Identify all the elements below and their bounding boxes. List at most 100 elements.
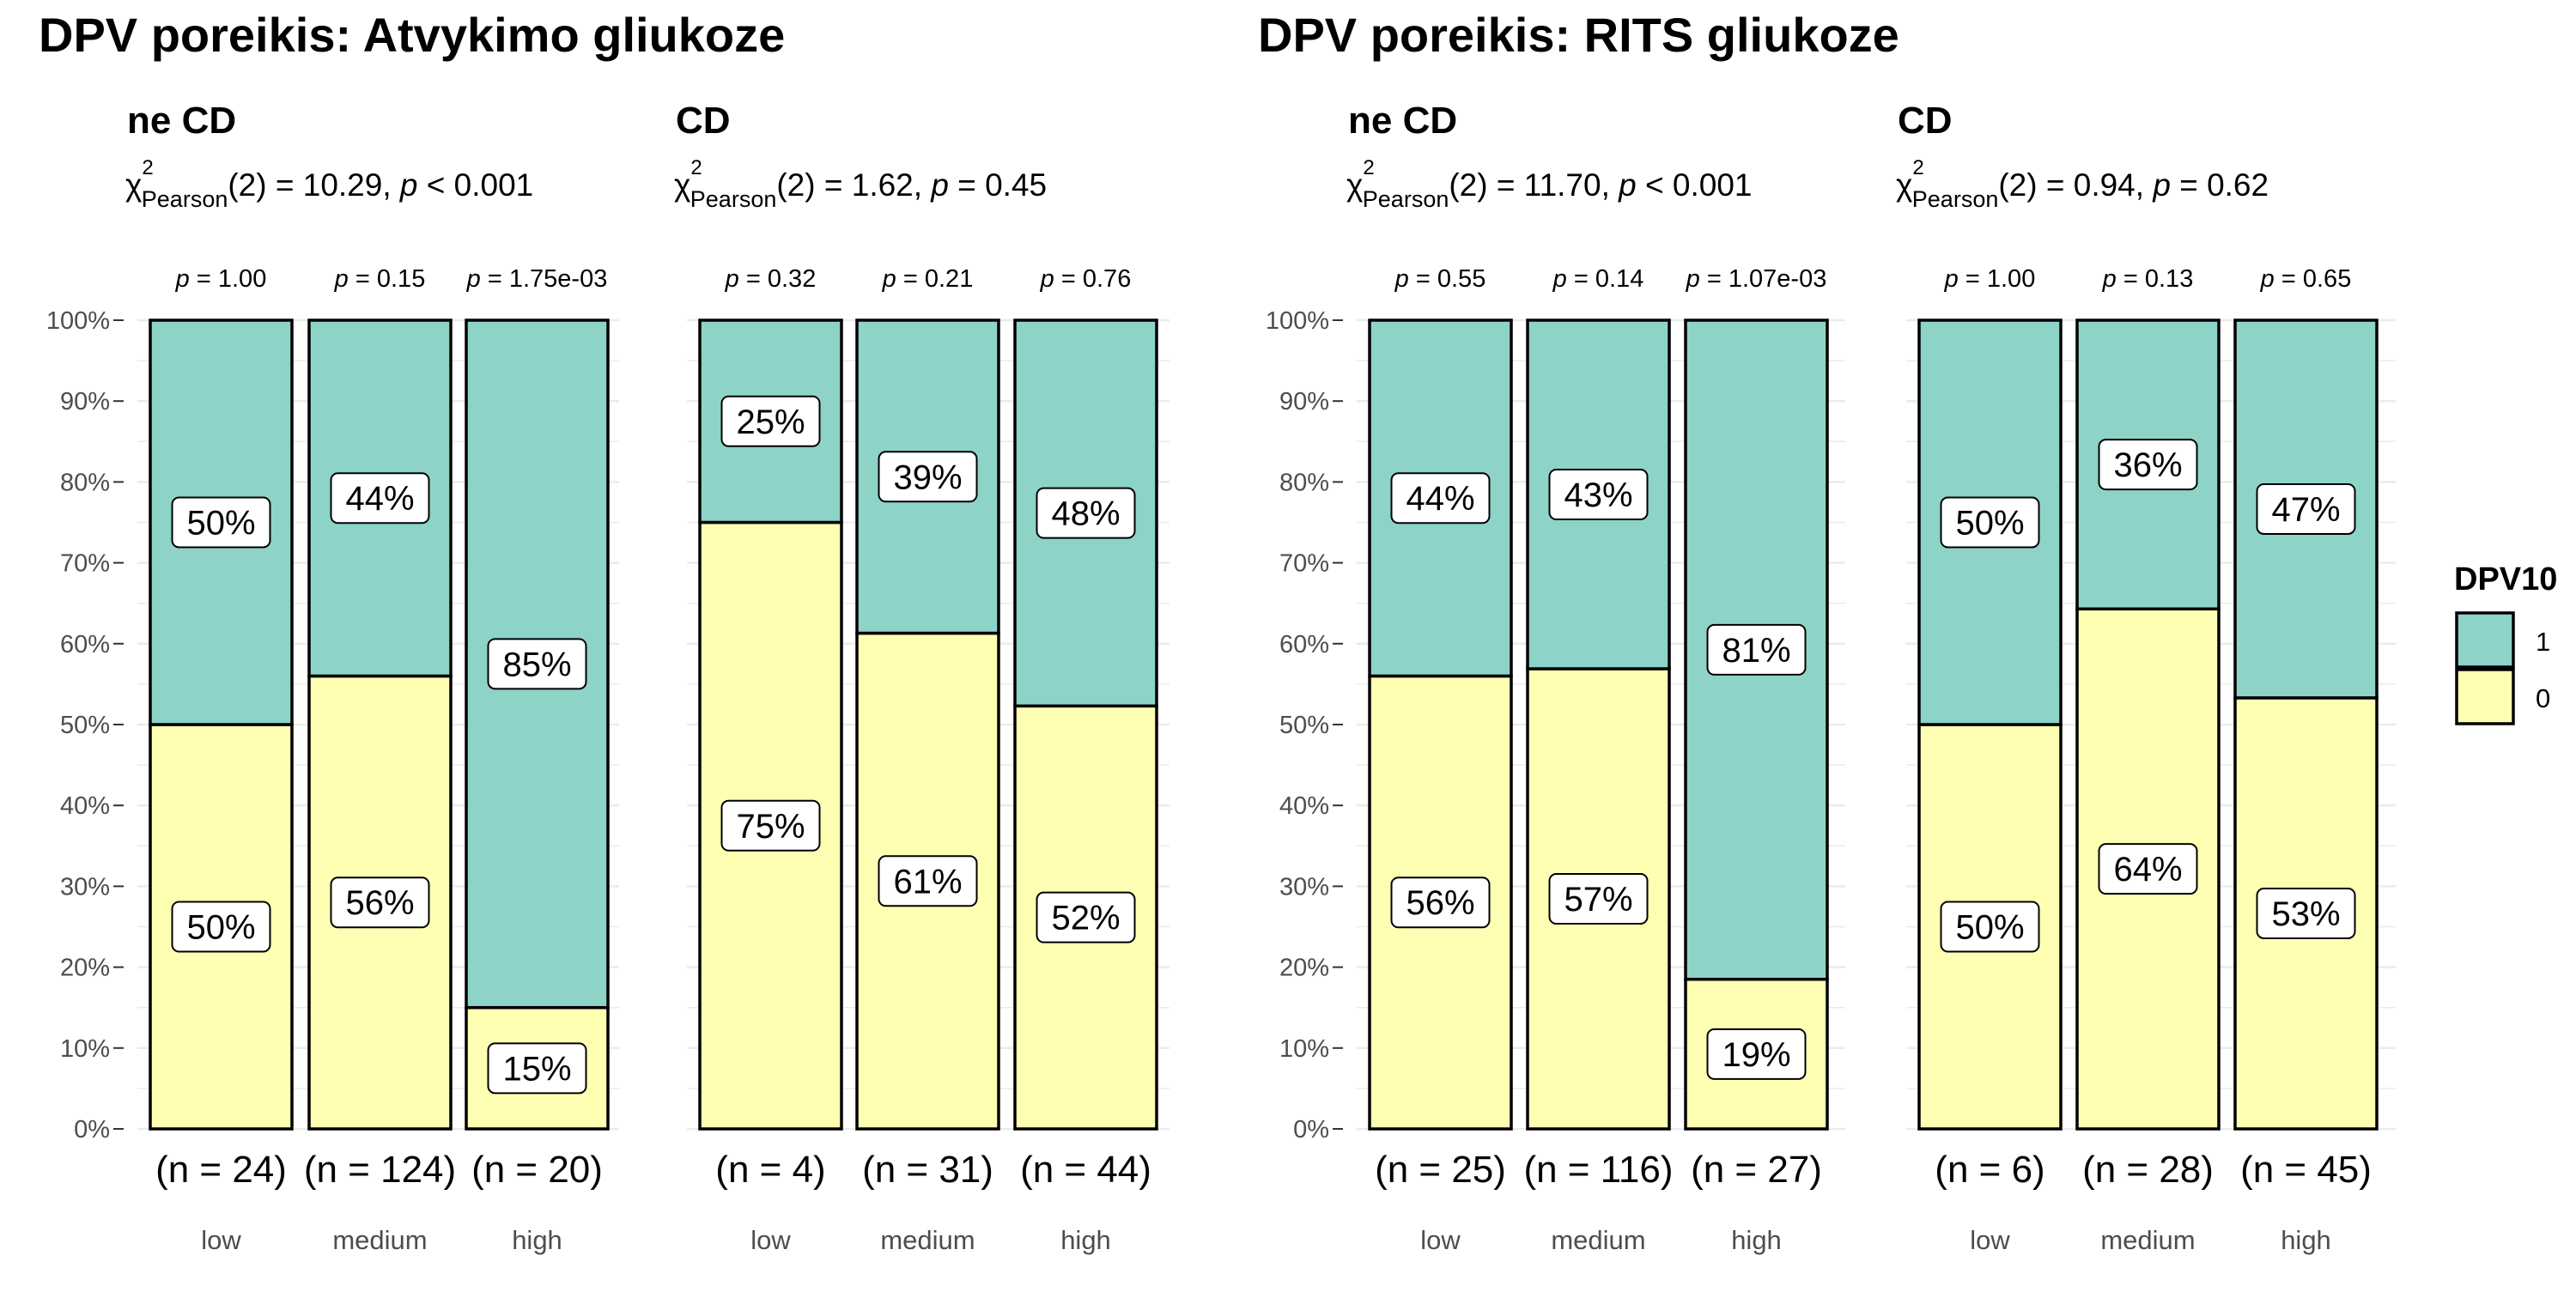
data-label-box [487, 1042, 587, 1095]
x-tick-label: low [750, 1225, 791, 1255]
y-tick-label: 0% [1293, 1116, 1329, 1143]
panel-title: CD [1898, 100, 1953, 142]
y-tick-label: 10% [60, 1035, 110, 1063]
data-label-text: 44% [345, 480, 414, 518]
n-label: (n = 4) [715, 1149, 825, 1191]
data-label-box [1706, 623, 1807, 676]
p-value-label: p = 0.14 [1552, 265, 1644, 293]
y-tick-label: 30% [60, 873, 110, 901]
y-tick-label: 50% [1279, 712, 1329, 739]
data-label-box [720, 395, 821, 447]
n-label: (n = 27) [1691, 1149, 1822, 1191]
data-label-box [1706, 1028, 1807, 1080]
data-label-box [2256, 482, 2356, 535]
chart-1: DPV poreikis: RITS gliukoze 0% 10% 20% 30% 40… [1258, 8, 2396, 1255]
p-value-label: p = 0.55 [1394, 265, 1486, 293]
chart-title: DPV poreikis: RITS gliukoze [1258, 8, 1899, 62]
legend-swatch-1 [2455, 611, 2515, 669]
data-label-0: 53% [2256, 887, 2356, 939]
data-label-box [2098, 439, 2198, 491]
p-value-label: p = 0.76 [1040, 265, 1132, 293]
data-label-box [1940, 496, 2040, 549]
panel-title: CD [676, 100, 731, 142]
data-label-box [1390, 876, 1491, 929]
data-label-text: 50% [1955, 505, 2024, 543]
y-tick-label: 30% [1279, 873, 1329, 901]
n-label: (n = 124) [304, 1149, 456, 1191]
y-tick-label: 60% [1279, 631, 1329, 658]
data-label-0: 75% [720, 799, 821, 852]
data-label-text: 50% [186, 909, 255, 947]
legend-title: DPV10 [2454, 561, 2557, 597]
n-label: (n = 6) [1935, 1149, 2044, 1191]
p-value-label: p = 0.15 [334, 265, 426, 293]
data-label-0: 57% [1548, 873, 1649, 925]
y-tick-label: 60% [60, 631, 110, 658]
data-label-text: 15% [502, 1050, 571, 1088]
data-label-text: 75% [736, 808, 805, 846]
y-tick-label: 40% [60, 792, 110, 820]
data-label-0: 50% [171, 901, 271, 953]
panel-cd: CD χ2 Pearson(2) = 0.94, p = 0.62 p = 1.00 p… [1896, 100, 2396, 1255]
data-label-0: 56% [330, 876, 430, 929]
data-label-box [1036, 487, 1136, 539]
data-label-box [171, 496, 271, 549]
y-tick-label: 70% [60, 550, 110, 578]
y-tick-label: 90% [60, 388, 110, 416]
data-label-1: 85% [487, 638, 587, 690]
data-label-0: 19% [1706, 1028, 1807, 1080]
legend-label: 0 [2536, 683, 2550, 713]
data-label-text: 19% [1722, 1036, 1790, 1074]
n-label: (n = 31) [862, 1149, 993, 1191]
data-label-text: 57% [1564, 881, 1632, 919]
data-label-text: 44% [1406, 480, 1474, 518]
panel-subtitle: χ2 Pearson(2) = 11.70, p < 0.001 [1346, 156, 1753, 212]
n-label: (n = 24) [155, 1149, 287, 1191]
n-label: (n = 45) [2240, 1149, 2372, 1191]
data-label-0: 64% [2098, 843, 2198, 895]
data-label-1: 44% [1390, 472, 1491, 525]
y-tick-label: 90% [1279, 388, 1329, 416]
data-label-text: 48% [1051, 495, 1120, 533]
data-label-box [1036, 891, 1136, 943]
chart-title: DPV poreikis: Atvykimo gliukoze [39, 8, 785, 62]
x-tick-label: high [1060, 1225, 1111, 1255]
data-label-1: 25% [720, 395, 821, 447]
data-label-0: 15% [487, 1042, 587, 1095]
data-label-text: 64% [2113, 851, 2182, 889]
y-tick-label: 10% [1279, 1035, 1329, 1063]
y-tick-label: 80% [1279, 469, 1329, 496]
data-label-text: 25% [736, 403, 805, 441]
n-label: (n = 44) [1020, 1149, 1151, 1191]
data-label-text: 61% [893, 863, 962, 901]
data-label-text: 81% [1722, 632, 1790, 670]
data-label-box [878, 451, 978, 503]
data-label-box [171, 901, 271, 953]
y-tick-label: 0% [74, 1116, 110, 1143]
data-label-text: 43% [1564, 476, 1632, 514]
y-tick-label: 70% [1279, 550, 1329, 578]
data-label-0: 50% [1940, 901, 2040, 953]
p-value-label: p = 1.00 [1944, 265, 2036, 293]
x-tick-label: medium [880, 1225, 975, 1255]
legend: DPV10 1 0 [2454, 561, 2557, 725]
p-value-label: p = 0.21 [882, 265, 974, 293]
data-label-1: 43% [1548, 469, 1649, 521]
x-tick-label: high [512, 1225, 562, 1255]
data-label-box [2256, 887, 2356, 939]
x-tick-label: high [2281, 1225, 2331, 1255]
data-label-text: 53% [2271, 895, 2340, 933]
panel-subtitle: χ2 Pearson(2) = 1.62, p = 0.45 [674, 156, 1047, 212]
panel-subtitle: χ2 Pearson(2) = 0.94, p = 0.62 [1896, 156, 2269, 212]
x-tick-label: medium [2100, 1225, 2195, 1255]
p-value-label: p = 1.07e-03 [1686, 265, 1827, 293]
data-label-0: 61% [878, 855, 978, 907]
data-label-text: 47% [2271, 491, 2340, 529]
legend-swatch-0 [2455, 668, 2515, 725]
y-tick-label: 50% [60, 712, 110, 739]
data-label-box [330, 876, 430, 929]
y-tick-label: 100% [46, 307, 110, 335]
panel-title: ne CD [1348, 100, 1457, 142]
n-label: (n = 28) [2082, 1149, 2214, 1191]
